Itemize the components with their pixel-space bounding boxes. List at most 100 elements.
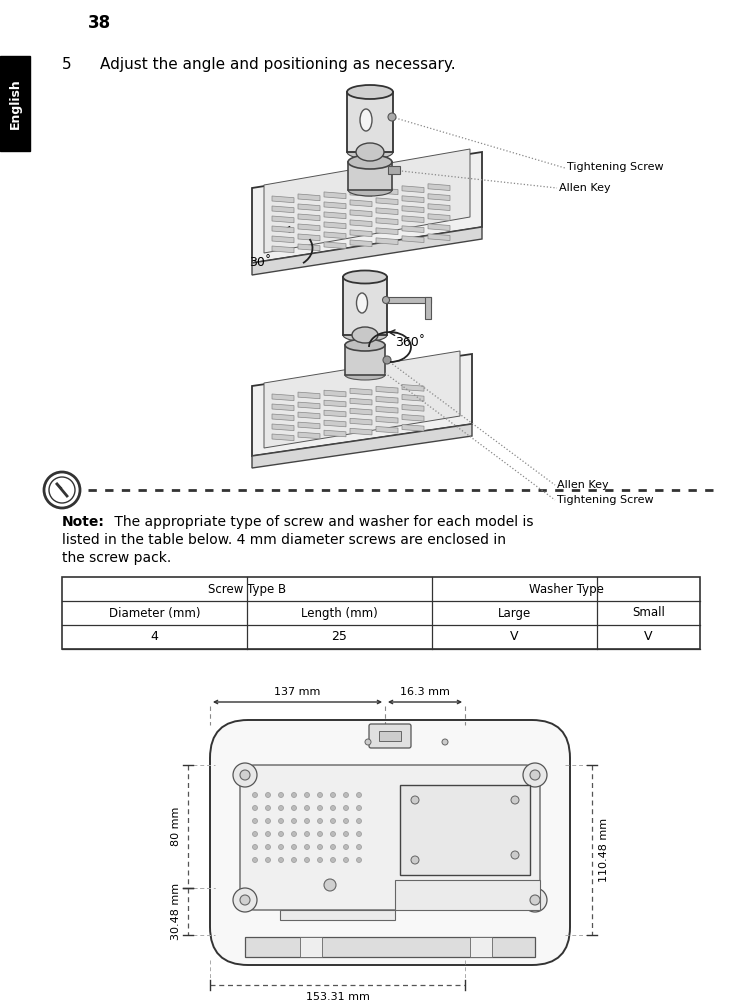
Polygon shape [272,414,294,421]
Text: 16.3 mm: 16.3 mm [400,687,450,697]
Text: Allen Key: Allen Key [557,480,608,490]
Bar [300,937,322,957]
Polygon shape [376,188,398,194]
Circle shape [411,796,419,804]
Circle shape [233,763,257,787]
Circle shape [305,832,310,837]
Polygon shape [402,425,424,431]
Polygon shape [376,407,398,413]
Polygon shape [298,412,320,419]
Polygon shape [402,385,424,391]
Polygon shape [376,426,398,433]
Circle shape [252,819,258,824]
Circle shape [511,796,519,804]
Circle shape [252,806,258,811]
Ellipse shape [360,109,372,131]
Ellipse shape [347,145,393,159]
Polygon shape [298,224,320,231]
Polygon shape [252,354,472,456]
Circle shape [357,845,362,850]
Polygon shape [350,408,372,415]
Polygon shape [402,215,424,223]
Polygon shape [428,193,450,200]
Polygon shape [324,232,346,239]
Circle shape [330,832,335,837]
Circle shape [291,819,297,824]
Polygon shape [402,405,424,411]
Polygon shape [324,211,346,219]
Polygon shape [350,240,372,247]
Text: The appropriate type of screw and washer for each model is: The appropriate type of screw and washer… [110,515,534,529]
Text: V: V [644,630,653,643]
Polygon shape [264,351,460,448]
Circle shape [442,739,448,745]
Polygon shape [350,389,372,395]
Polygon shape [376,228,398,235]
Polygon shape [272,434,294,441]
Polygon shape [298,392,320,399]
Ellipse shape [348,155,392,169]
Circle shape [266,793,271,798]
Circle shape [344,832,349,837]
Bar [347,92,393,152]
Polygon shape [350,230,372,237]
Circle shape [383,356,391,364]
Text: 80 mm: 80 mm [171,807,181,846]
Circle shape [530,895,540,905]
Text: Note:: Note: [62,515,105,529]
Circle shape [278,793,283,798]
Text: Small: Small [632,606,665,619]
Bar [0,56,30,151]
Polygon shape [402,186,424,192]
Polygon shape [324,242,346,249]
Bar [425,297,431,319]
Text: 360˚: 360˚ [395,335,425,348]
Circle shape [344,806,349,811]
Ellipse shape [357,293,368,313]
Polygon shape [272,394,294,401]
Text: the screw pack.: the screw pack. [62,551,171,565]
Circle shape [266,832,271,837]
Polygon shape [350,200,372,206]
Circle shape [330,819,335,824]
Polygon shape [376,417,398,423]
Text: 38: 38 [88,14,111,32]
Circle shape [523,763,547,787]
Circle shape [305,793,310,798]
Text: English: English [9,79,21,129]
FancyBboxPatch shape [240,765,540,910]
Polygon shape [402,236,424,243]
Polygon shape [428,224,450,231]
Text: Allen Key: Allen Key [559,183,611,193]
Polygon shape [376,197,398,204]
Polygon shape [272,215,294,223]
Ellipse shape [343,328,387,341]
Polygon shape [376,238,398,245]
Circle shape [291,845,297,850]
Bar [343,277,387,335]
Polygon shape [350,418,372,425]
Polygon shape [272,246,294,253]
Polygon shape [324,400,346,407]
Polygon shape [298,194,320,200]
Circle shape [318,819,322,824]
Text: Screw Type B: Screw Type B [208,582,286,595]
Bar [62,577,700,649]
Polygon shape [272,424,294,431]
Bar [386,297,431,303]
Text: Tightening Screw: Tightening Screw [557,495,653,505]
Circle shape [266,845,271,850]
Polygon shape [324,420,346,427]
Text: Tightening Screw: Tightening Screw [567,162,664,172]
Text: 110.48 mm: 110.48 mm [599,818,609,882]
Circle shape [291,832,297,837]
Circle shape [291,806,297,811]
Circle shape [318,858,322,863]
Circle shape [291,793,297,798]
Bar [345,345,385,375]
Polygon shape [298,213,320,221]
Ellipse shape [348,184,392,196]
Text: 25: 25 [332,630,347,643]
Polygon shape [272,196,294,202]
Polygon shape [350,220,372,227]
